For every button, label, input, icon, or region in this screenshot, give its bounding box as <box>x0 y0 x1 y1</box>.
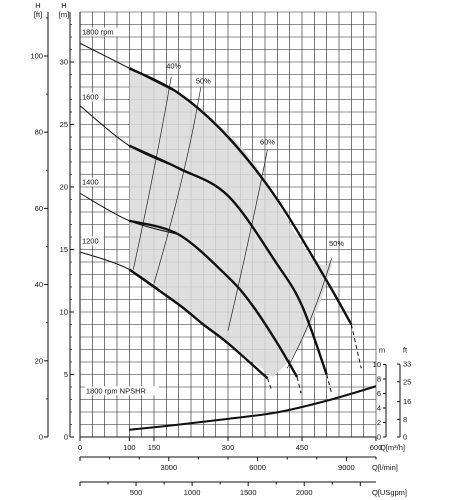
pump-curve-extension <box>266 378 272 390</box>
ft-tick-label: 40 <box>35 280 43 289</box>
ft-tick-label: 60 <box>35 204 43 213</box>
efficiency-label: 50% <box>196 76 211 85</box>
npshr-m-tick-label: 6 <box>377 389 381 398</box>
pump-curve-extension <box>296 376 302 394</box>
pump-curve-extension <box>350 324 362 369</box>
npshr-m-tick-label: 2 <box>377 418 381 427</box>
ft-axis-label-top: H <box>35 1 40 10</box>
m-tick-label: 0 <box>64 433 68 442</box>
m3h-tick-label: 300 <box>222 443 235 452</box>
efficiency-line <box>227 149 268 331</box>
npshr-curve <box>129 385 377 431</box>
curve-label-bg <box>81 92 104 102</box>
usgpm-tick-label: 500 <box>130 488 143 497</box>
m-tick-label: 10 <box>60 308 68 317</box>
m3h-tick-label: 100 <box>123 443 136 452</box>
npshr-m-tick-label: 10 <box>373 360 381 369</box>
curve-label: 1600 <box>82 93 99 102</box>
m3h-tick-label: 0 <box>78 443 82 452</box>
npshr-ft-tick-label: 25 <box>403 377 411 386</box>
npshr-ft-tick-label: 33 <box>403 360 411 369</box>
curve-label: 1800 rpm <box>82 28 114 37</box>
m3h-tick-label: 450 <box>296 443 309 452</box>
curve-label-bg <box>81 236 104 246</box>
m3h-tick-label: 600 <box>370 443 383 452</box>
m-tick-label: 15 <box>60 245 68 254</box>
operating-region <box>129 68 335 377</box>
curve-label-bg <box>81 27 126 37</box>
m-axis-unit: [m] <box>59 10 69 19</box>
curve-label: 1400 <box>82 178 99 187</box>
npshr-label-bg <box>84 386 159 396</box>
npshr-ft-tick-label: 16 <box>403 397 411 406</box>
ft-tick-label: 80 <box>35 128 43 137</box>
lmin-tick-label: 3000 <box>160 463 177 472</box>
labels-layer: 40% 50% 60% 50% 1800 rpm 1600 1400 1200 1800 rpm… <box>81 27 344 396</box>
m-tick-label: 25 <box>60 120 68 129</box>
usgpm-axis-label: Q[USgpm] <box>372 488 407 497</box>
lmin-tick-label: 6000 <box>249 463 266 472</box>
m-tick-label: 20 <box>60 183 68 192</box>
npshr-m-tick-label: 0 <box>377 433 381 442</box>
efficiency-label: 40% <box>166 61 181 70</box>
lmin-axis-label: Q[l/min] <box>372 463 398 472</box>
curve-label: 1200 <box>82 236 99 245</box>
pump-curve <box>128 268 269 380</box>
npshr-ft-axis-label: ft <box>403 346 408 355</box>
curves-layer <box>79 42 377 431</box>
pump-curve <box>128 144 328 375</box>
m3h-tick-label: 150 <box>148 443 161 452</box>
npshr-m-tick-label: 4 <box>377 404 381 413</box>
efficiency-line <box>286 258 332 369</box>
npshr-m-tick-label: 8 <box>377 375 381 384</box>
npshr-ft-tick-label: 0 <box>403 433 407 442</box>
ft-tick-label: 20 <box>35 356 43 365</box>
ft-axis-unit: [ft] <box>34 10 42 19</box>
npshr-ft-tick-label: 8 <box>403 415 407 424</box>
pump-curve <box>128 67 353 326</box>
ft-tick-label: 0 <box>39 433 43 442</box>
pump-curve-thin <box>79 192 179 235</box>
npshr-m-axis-label: m <box>379 346 385 355</box>
m3h-axis-label: Q[m³/h] <box>380 443 405 452</box>
lmin-tick-label: 9000 <box>338 463 355 472</box>
pump-curve <box>129 219 299 378</box>
usgpm-tick-label: 1000 <box>184 488 201 497</box>
npshr-label: 1800 rpm NPSHR <box>86 386 147 395</box>
curve-label-bg <box>81 177 104 187</box>
efficiency-line <box>132 76 172 270</box>
m-axis-label-top: H <box>61 1 66 10</box>
efficiency-label: 60% <box>260 138 275 147</box>
ft-tick-label: 100 <box>30 52 43 61</box>
usgpm-tick-label: 1500 <box>240 488 257 497</box>
m-tick-label: 5 <box>64 370 68 379</box>
usgpm-tick-label: 2000 <box>296 488 313 497</box>
pump-curve-extension <box>326 374 333 394</box>
efficiency-label: 50% <box>329 239 344 248</box>
shaded-region <box>129 68 335 377</box>
m-tick-label: 30 <box>60 58 68 67</box>
